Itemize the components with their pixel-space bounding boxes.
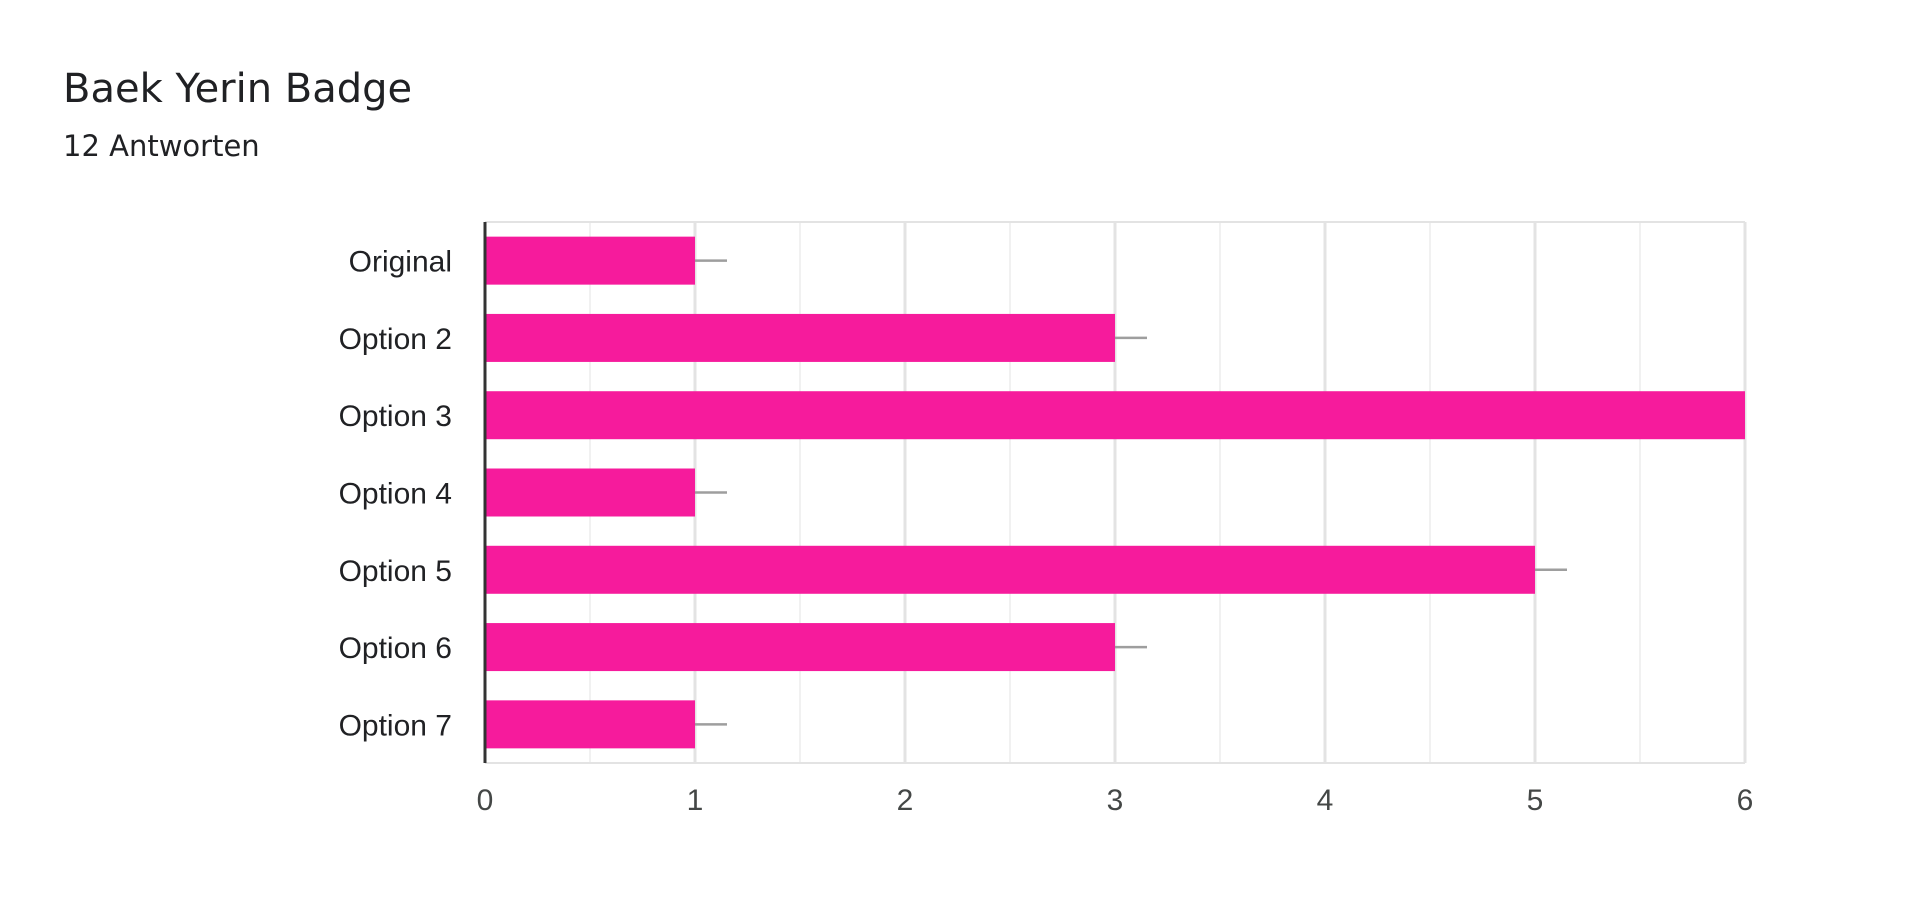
x-tick-label: 2 [897,784,914,817]
bar-6[interactable] [485,623,1115,672]
x-tick-label: 5 [1527,784,1544,817]
bar-4[interactable] [485,468,695,517]
category-label: Option 6 [339,632,452,665]
category-label: Original [349,246,452,279]
bar-7[interactable] [485,700,695,749]
bar-5[interactable] [485,545,1535,594]
category-label: Option 3 [339,400,452,433]
bar-3[interactable] [485,391,1745,440]
chart-title: Baek Yerin Badge [63,66,413,112]
response-count: 12 Antworten [63,129,260,163]
x-tick-label: 4 [1317,784,1334,817]
bar-1[interactable] [485,236,695,285]
category-label: Option 4 [339,478,452,511]
x-tick-label: 1 [687,784,704,817]
bar-2[interactable] [485,313,1115,362]
x-tick-label: 3 [1107,784,1124,817]
category-label: Option 5 [339,555,452,588]
category-label: Option 7 [339,709,452,742]
x-tick-label: 6 [1737,784,1754,817]
category-label: Option 2 [339,323,452,356]
x-tick-label: 0 [477,784,494,817]
